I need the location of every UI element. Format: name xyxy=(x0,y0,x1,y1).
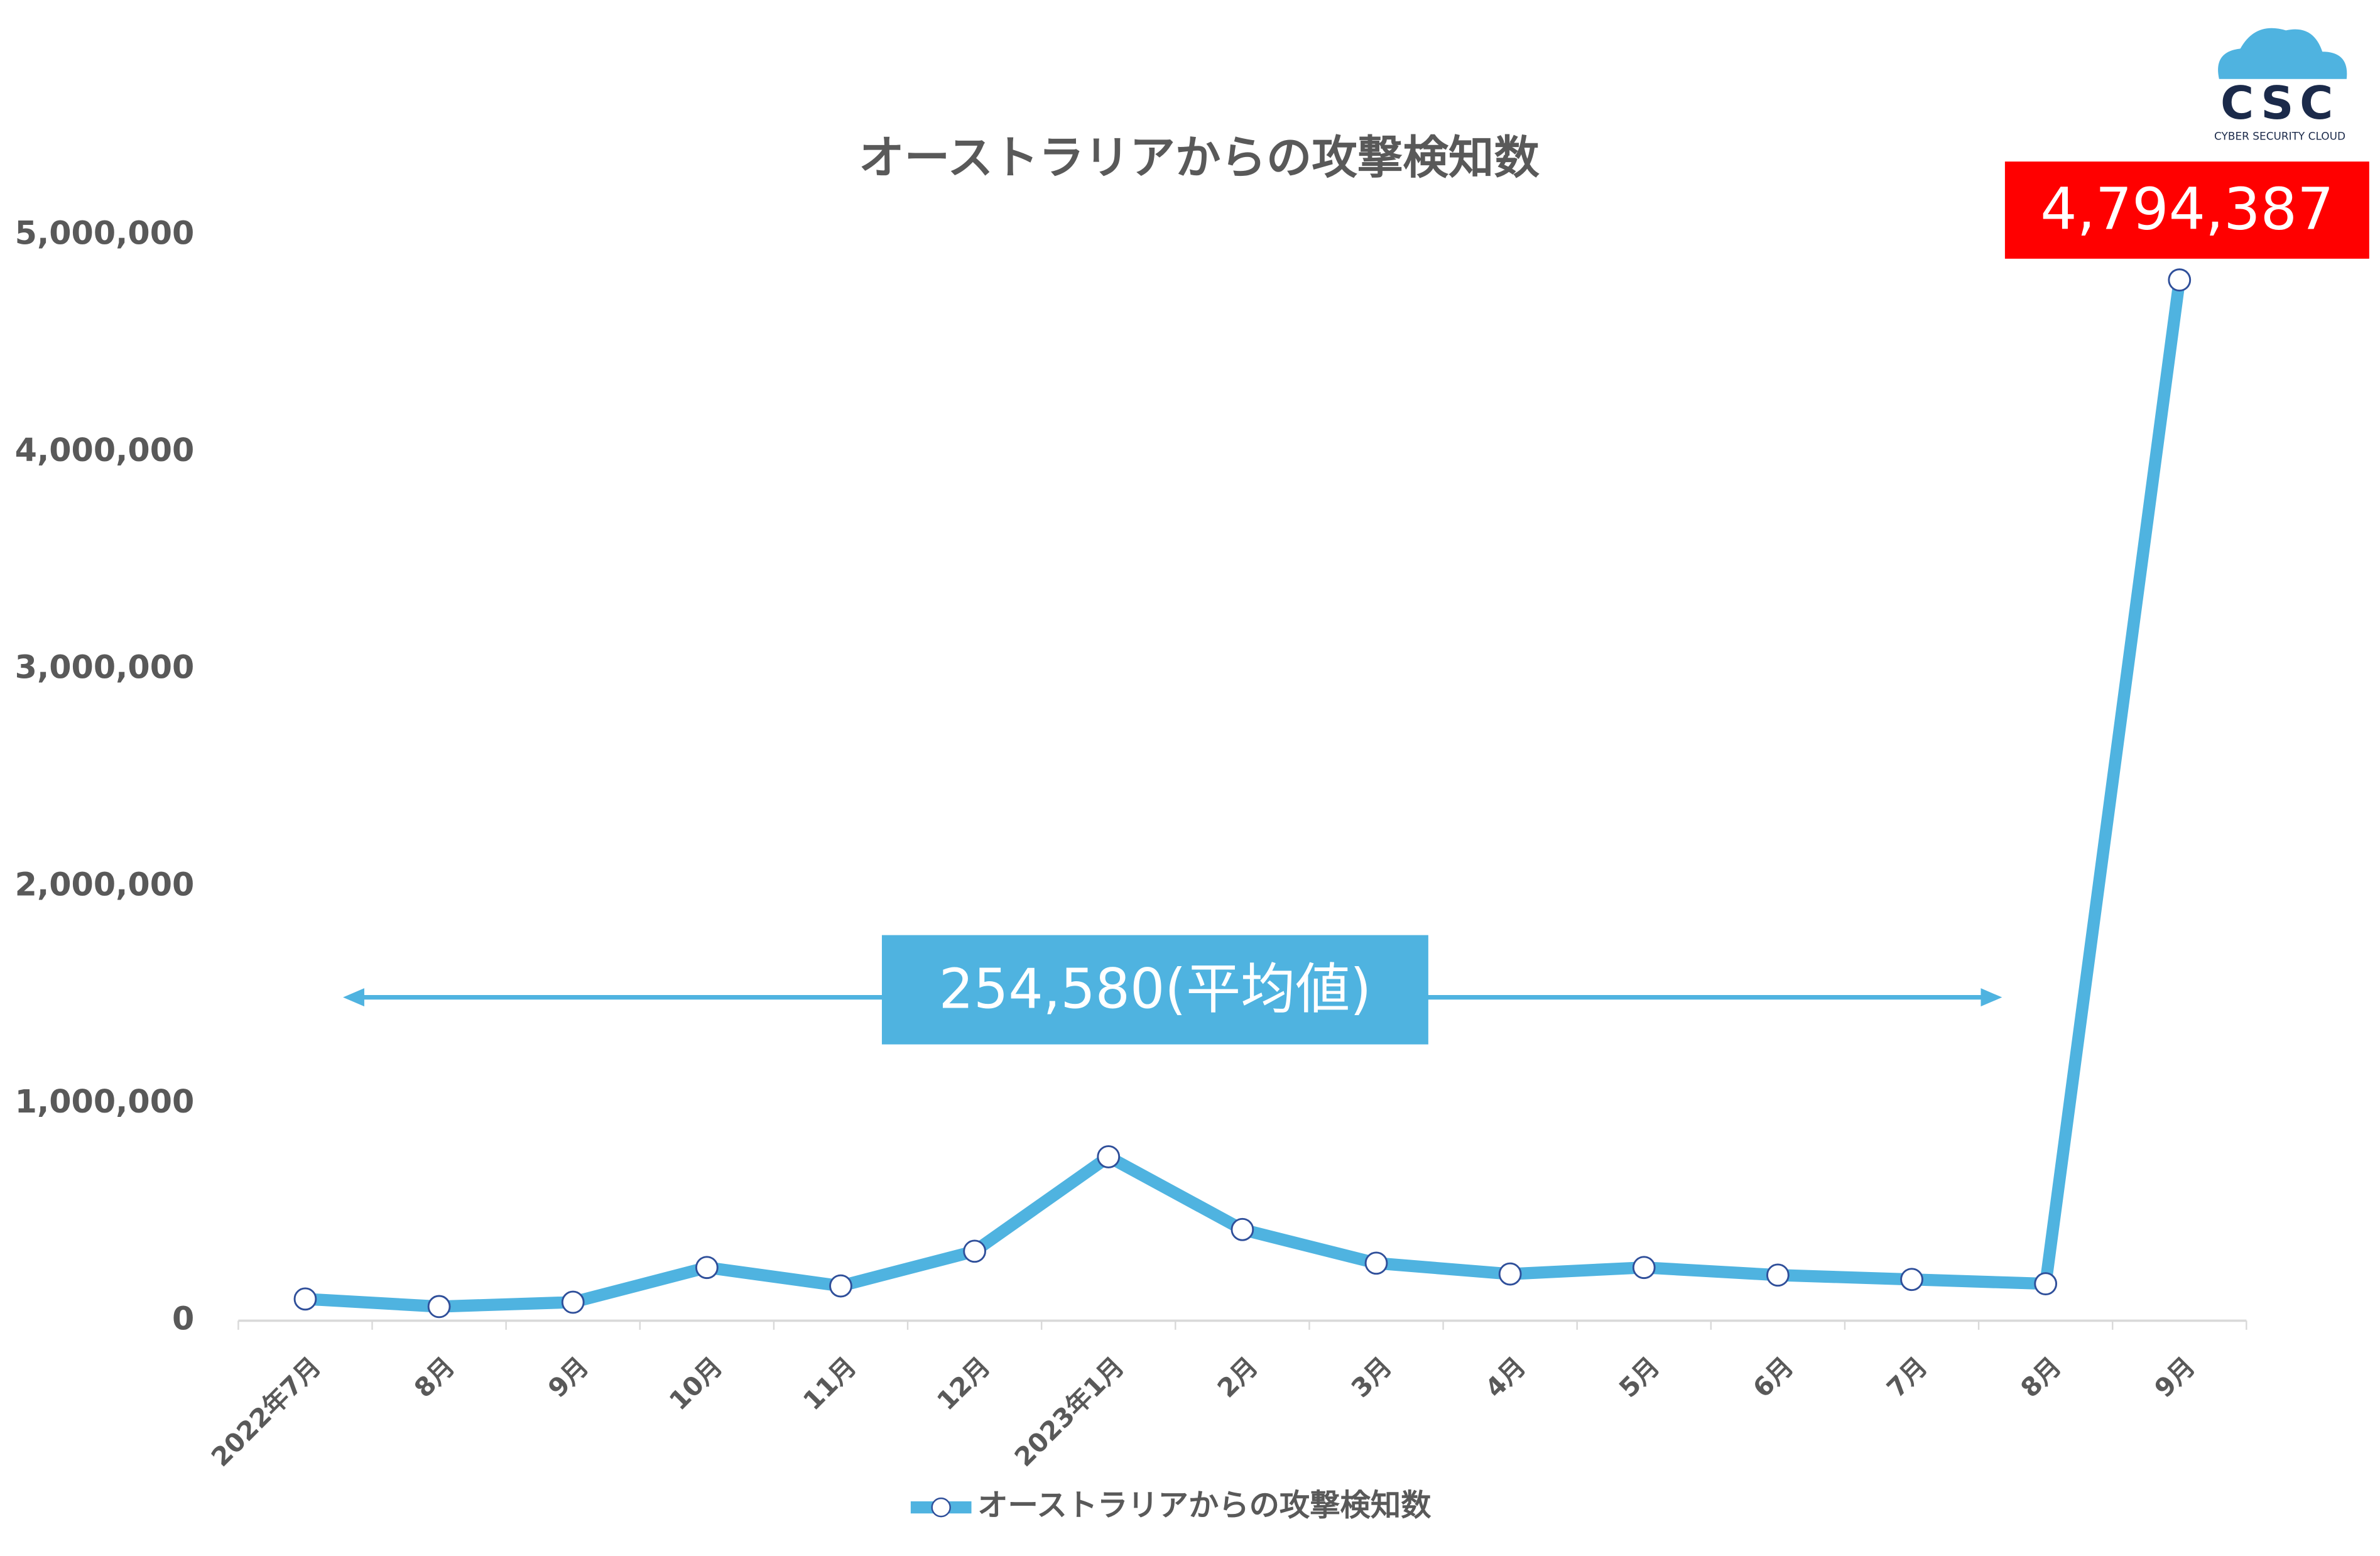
y-tick-label: 1,000,000 xyxy=(15,1083,195,1120)
value-label-box xyxy=(2004,161,2369,259)
y-tick-label: 2,000,000 xyxy=(15,866,195,903)
x-tick-label: 7月 xyxy=(1881,1351,1933,1403)
data-point xyxy=(963,1239,986,1263)
data-point xyxy=(1766,1263,1790,1287)
x-tick-label: 2月 xyxy=(1212,1351,1264,1403)
legend-label: オーストラリアからの攻撃検知数 xyxy=(977,1488,1432,1523)
average-annotation: 254,580(平均値) xyxy=(343,935,2002,1045)
logo-mark: CSC xyxy=(2220,77,2339,130)
x-tick-label: 8月 xyxy=(408,1351,460,1403)
x-tick-label: 3月 xyxy=(1345,1351,1398,1403)
chart-title: オーストラリアからの攻撃検知数 xyxy=(859,132,1540,185)
x-tick-label: 5月 xyxy=(1613,1351,1665,1403)
x-tick-label: 8月 xyxy=(2015,1351,2067,1403)
data-point xyxy=(829,1274,852,1298)
legend-marker xyxy=(931,1497,951,1518)
x-tick-label: 10月 xyxy=(663,1351,728,1416)
x-tick-label: 11月 xyxy=(797,1351,862,1416)
data-point xyxy=(1498,1262,1522,1286)
data-point xyxy=(293,1287,317,1311)
x-tick-label: 6月 xyxy=(1747,1351,1799,1403)
data-point xyxy=(561,1290,585,1314)
logo-cloud xyxy=(2218,28,2347,79)
data-point xyxy=(2168,268,2192,292)
data-point xyxy=(1632,1256,1656,1280)
y-tick-label: 5,000,000 xyxy=(15,215,195,252)
data-point xyxy=(2034,1272,2058,1296)
data-point xyxy=(1364,1251,1388,1275)
data-point xyxy=(1231,1217,1254,1241)
x-tick-label: 9月 xyxy=(542,1351,594,1403)
x-tick-label: 12月 xyxy=(931,1351,996,1416)
x-tick-label: 2023年1月 xyxy=(1009,1351,1130,1472)
value-label: 4,794,387 xyxy=(2040,176,2334,243)
logo-text: CYBER SECURITY CLOUD xyxy=(2214,130,2345,143)
x-tick-label: 4月 xyxy=(1479,1351,1531,1403)
x-tick-label: 9月 xyxy=(2149,1351,2201,1403)
data-point xyxy=(1900,1268,1923,1292)
logo: CSC CYBER SECURITY CLOUD xyxy=(2214,28,2347,143)
data-point xyxy=(1097,1145,1121,1168)
data-point xyxy=(695,1256,719,1280)
data-point xyxy=(427,1295,451,1319)
series-line xyxy=(305,279,2186,1313)
x-tick-label: 2022年7月 xyxy=(205,1351,327,1472)
y-tick-label: 3,000,000 xyxy=(15,649,195,686)
annotation-text: 254,580(平均値) xyxy=(939,957,1372,1021)
annotation-box xyxy=(881,935,1428,1045)
y-tick-label: 0 xyxy=(172,1300,194,1337)
y-tick-label: 4,000,000 xyxy=(15,432,195,469)
